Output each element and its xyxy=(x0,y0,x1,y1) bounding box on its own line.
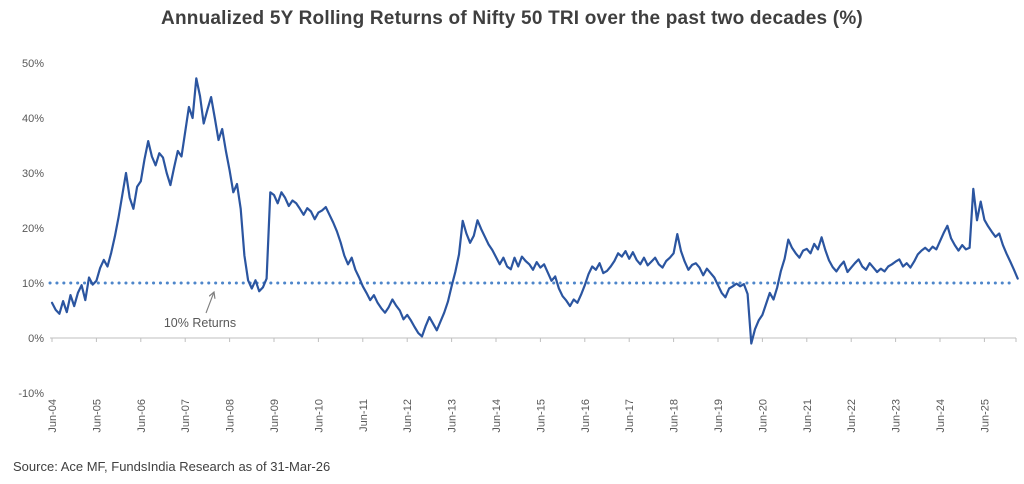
x-axis-tick-label: Jun-04 xyxy=(47,399,59,433)
x-axis-tick-label: Jun-08 xyxy=(225,399,237,433)
x-axis-tick-label: Jun-07 xyxy=(180,399,192,433)
y-axis-tick-label: 40% xyxy=(22,113,44,125)
x-axis-tick-label: Jun-19 xyxy=(713,399,725,433)
y-axis-tick-label: 0% xyxy=(28,333,44,345)
x-axis-tick-label: Jun-12 xyxy=(402,399,414,433)
y-axis-tick-label: 10% xyxy=(22,278,44,290)
x-axis-tick-label: Jun-21 xyxy=(802,399,814,433)
chart-title: Annualized 5Y Rolling Returns of Nifty 5… xyxy=(161,8,863,29)
annotation-label: 10% Returns xyxy=(164,316,236,330)
x-axis-tick-label: Jun-18 xyxy=(669,399,681,433)
x-axis-tick-label: Jun-05 xyxy=(91,399,103,433)
x-axis-tick-label: Jun-20 xyxy=(757,399,769,433)
x-axis-tick-label: Jun-06 xyxy=(136,399,148,433)
x-axis-tick-label: Jun-13 xyxy=(447,399,459,433)
y-axis-tick-label: 20% xyxy=(22,223,44,235)
returns-line-series xyxy=(50,77,1019,345)
x-axis-tick-label: Jun-16 xyxy=(580,399,592,433)
source-note: Source: Ace MF, FundsIndia Research as o… xyxy=(13,459,331,474)
x-axis-tick-label: Jun-17 xyxy=(624,399,636,433)
annotation-arrow-icon xyxy=(205,292,214,314)
x-axis-tick-label: Jun-23 xyxy=(891,399,903,433)
y-axis-tick-label: -10% xyxy=(18,388,44,400)
x-axis-tick-label: Jun-09 xyxy=(269,399,281,433)
x-axis-tick-label: Jun-24 xyxy=(935,399,947,433)
x-axis-tick-label: Jun-10 xyxy=(313,399,325,433)
y-axis-tick-label: 50% xyxy=(22,58,44,70)
x-axis-tick-label: Jun-11 xyxy=(358,399,370,432)
x-axis-tick-label: Jun-25 xyxy=(979,399,991,433)
x-axis-tick-label: Jun-15 xyxy=(535,399,547,433)
x-axis-tick-label: Jun-14 xyxy=(491,399,503,433)
x-axis-tick-label: Jun-22 xyxy=(846,399,858,433)
y-axis-tick-label: 30% xyxy=(22,168,44,180)
